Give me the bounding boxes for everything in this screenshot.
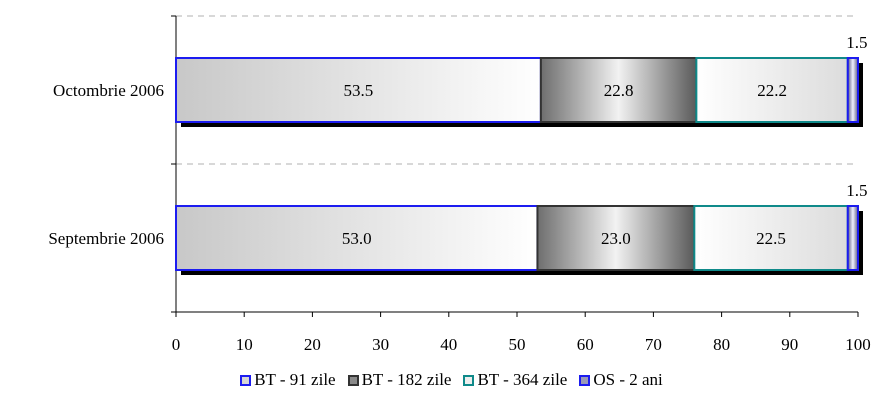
x-tick-label: 90 [781, 335, 798, 354]
legend-item: BT - 91 zile [240, 370, 336, 390]
x-tick-label: 10 [236, 335, 253, 354]
legend-swatch [347, 374, 359, 386]
legend-swatch [240, 374, 252, 386]
category-label: Septembrie 2006 [48, 229, 164, 248]
legend-label: OS - 2 ani [593, 370, 663, 389]
bar-segment [695, 57, 849, 123]
bar-segment [536, 205, 696, 271]
legend-label: BT - 91 zile [254, 370, 336, 389]
bar-segment [175, 205, 539, 271]
legend-swatch [463, 374, 475, 386]
bar-segment [175, 57, 542, 123]
chart-legend: BT - 91 zile BT - 182 zile BT - 364 zile OS… [0, 368, 883, 392]
category-label: Octombrie 2006 [53, 81, 164, 100]
legend-item: BT - 182 zile [347, 370, 452, 390]
data-label: 1.5 [846, 33, 867, 52]
data-label: 23.0 [601, 229, 631, 248]
data-label: 53.5 [344, 81, 374, 100]
data-labels: 53.5 22.8 22.2 1.5 53.0 23.0 22.5 1.5 [342, 33, 868, 248]
legend-item: OS - 2 ani [579, 370, 663, 390]
x-tick-label: 30 [372, 335, 389, 354]
bar-segment [539, 57, 698, 123]
bar-segment [693, 205, 849, 271]
axes: 0 10 20 30 40 50 60 70 80 90 100 Octombrie 2006 Sept… [48, 15, 871, 354]
legend-swatch [579, 374, 591, 386]
bar-segment [846, 57, 860, 123]
data-label: 1.5 [846, 181, 867, 200]
x-tick-label: 50 [509, 335, 526, 354]
gridlines [176, 15, 858, 165]
x-tick-label: 60 [577, 335, 594, 354]
legend-label: BT - 182 zile [361, 370, 452, 389]
data-label: 53.0 [342, 229, 372, 248]
x-tick-label: 70 [645, 335, 662, 354]
legend-label: BT - 364 zile [477, 370, 568, 389]
x-tick-label: 40 [440, 335, 457, 354]
bars [175, 57, 863, 275]
data-label: 22.8 [604, 81, 634, 100]
stacked-bar-chart: 0 10 20 30 40 50 60 70 80 90 100 Octombrie 2006 Sept… [48, 15, 871, 354]
x-tick-label: 0 [172, 335, 181, 354]
bar-segment [846, 205, 860, 271]
data-label: 22.2 [757, 81, 787, 100]
x-tick-label: 80 [713, 335, 730, 354]
data-label: 22.5 [756, 229, 786, 248]
legend-item: BT - 364 zile [463, 370, 567, 390]
x-tick-label: 20 [304, 335, 321, 354]
x-tick-label: 100 [845, 335, 871, 354]
